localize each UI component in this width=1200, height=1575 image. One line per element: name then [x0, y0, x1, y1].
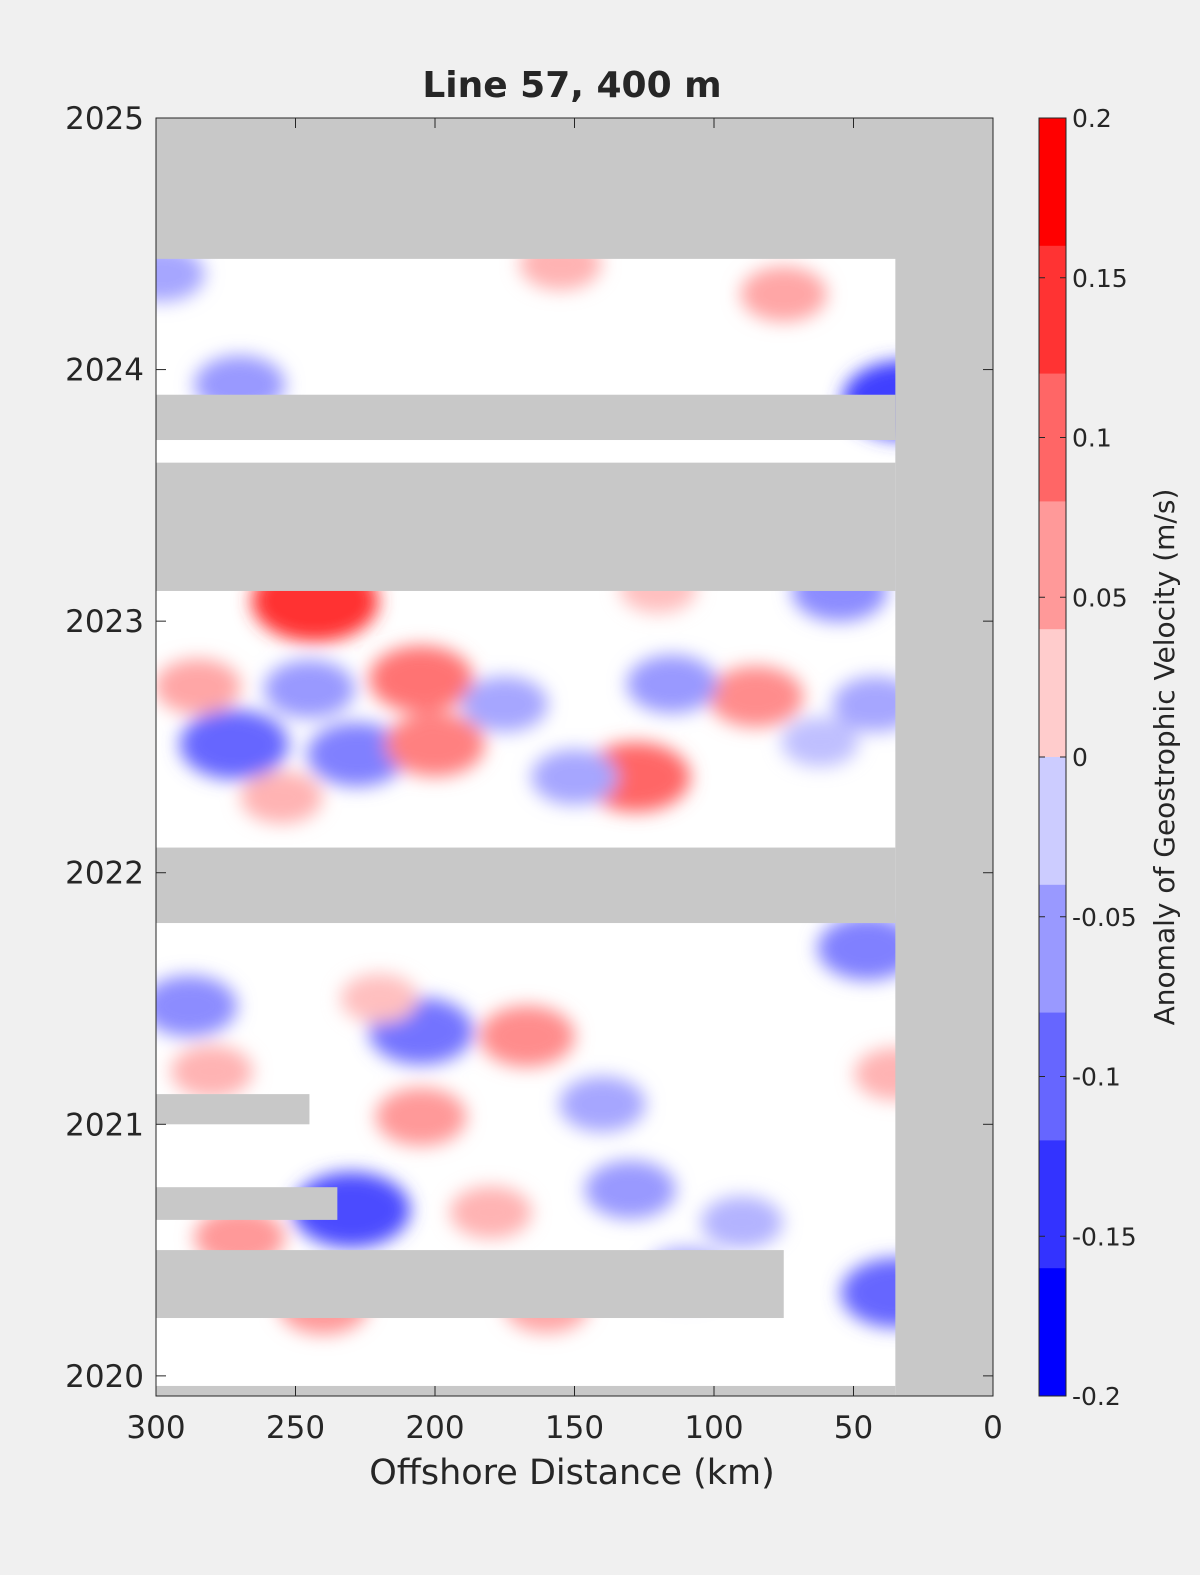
colorbar-tick-label: 0.15: [1072, 264, 1128, 293]
colorbar-tick-label: 0.1: [1072, 424, 1112, 453]
x-tick-label: 250: [266, 1410, 325, 1446]
no-data-region: [156, 847, 896, 924]
x-axis-label: Offshore Distance (km): [369, 1453, 775, 1493]
colorbar-tick-label: -0.2: [1072, 1382, 1121, 1411]
colorbar-tick-label: -0.1: [1072, 1063, 1121, 1092]
y-tick-label: 2020: [65, 1359, 144, 1395]
anomaly-cell: [559, 1076, 646, 1132]
anomaly-cell: [817, 916, 918, 981]
anomaly-cell: [156, 658, 242, 715]
anomaly-cell: [263, 659, 355, 719]
chart-title: Line 57, 400 m: [422, 65, 721, 106]
colorbar-tick-label: -0.05: [1072, 903, 1137, 932]
y-tick-label: 2021: [65, 1107, 144, 1143]
colorbar: 0.2 0.15 0.1 0.05 0 -0.05 -0.1 -0.15 -0.2: [1038, 104, 1137, 1411]
anomaly-cell: [740, 266, 827, 322]
anomaly-cell: [584, 1160, 676, 1219]
no-data-region: [156, 118, 993, 259]
colorbar-tick-label: 0: [1072, 743, 1088, 772]
anomaly-cell: [240, 771, 323, 824]
anomaly-cell: [156, 246, 205, 302]
y-tick-label: 2022: [65, 856, 144, 892]
no-data-region: [156, 1250, 784, 1319]
colorbar-segment: [1039, 501, 1066, 630]
no-data-region: [156, 462, 896, 591]
anomaly-cell: [781, 717, 859, 767]
no-data-region: [156, 394, 896, 441]
anomaly-cell: [461, 676, 548, 732]
anomaly-cell: [306, 722, 407, 787]
x-tick-label: 300: [126, 1410, 185, 1446]
y-axis-ticks: 2020 2021 2022 2023 2024 2025: [65, 101, 993, 1395]
colorbar-segment: [1039, 629, 1066, 758]
no-data-region: [156, 1385, 896, 1396]
colorbar-segment: [1039, 245, 1066, 375]
colorbar-tick-label: 0.05: [1072, 583, 1128, 612]
no-data-region: [156, 1187, 338, 1220]
colorbar-tick-label: -0.15: [1072, 1222, 1137, 1251]
y-tick-label: 2023: [65, 604, 144, 640]
plot-area: [156, 118, 993, 1396]
x-axis-ticks: 300 250 200 150 100 50 0: [126, 118, 1003, 1446]
anomaly-cell: [368, 645, 474, 713]
anomaly-cell: [479, 1005, 575, 1067]
no-data-mask: [156, 118, 993, 1396]
anomaly-cell: [170, 1045, 253, 1098]
anomaly-cell: [375, 1087, 467, 1146]
anomaly-cell: [581, 742, 691, 813]
colorbar-segment: [1039, 884, 1066, 1014]
no-data-region: [895, 118, 993, 1396]
y-tick-label: 2025: [65, 101, 144, 137]
x-tick-label: 50: [834, 1410, 873, 1446]
no-data-region: [156, 1094, 310, 1125]
anomaly-cell: [531, 749, 618, 805]
colorbar-segment: [1039, 757, 1066, 886]
anomaly-cell: [156, 975, 238, 1037]
y-tick-label: 2024: [65, 353, 144, 389]
x-tick-label: 0: [983, 1410, 1003, 1446]
anomaly-cell: [340, 973, 418, 1024]
anomaly-cell: [449, 1186, 532, 1239]
colorbar-segment: [1039, 118, 1066, 247]
x-tick-label: 200: [405, 1410, 464, 1446]
colorbar-tick-label: 0.2: [1072, 104, 1112, 133]
anomaly-cell: [700, 1196, 783, 1249]
anomaly-cell: [179, 709, 289, 780]
colorbar-segment: [1039, 1268, 1066, 1397]
colorbar-label: Anomaly of Geostrophic Velocity (m/s): [1148, 489, 1181, 1026]
x-tick-label: 100: [684, 1410, 743, 1446]
anomaly-cell: [385, 712, 485, 777]
anomaly-cell: [708, 666, 804, 728]
colorbar-segment: [1039, 1140, 1066, 1269]
x-tick-label: 150: [545, 1410, 604, 1446]
anomaly-cell: [626, 654, 718, 714]
